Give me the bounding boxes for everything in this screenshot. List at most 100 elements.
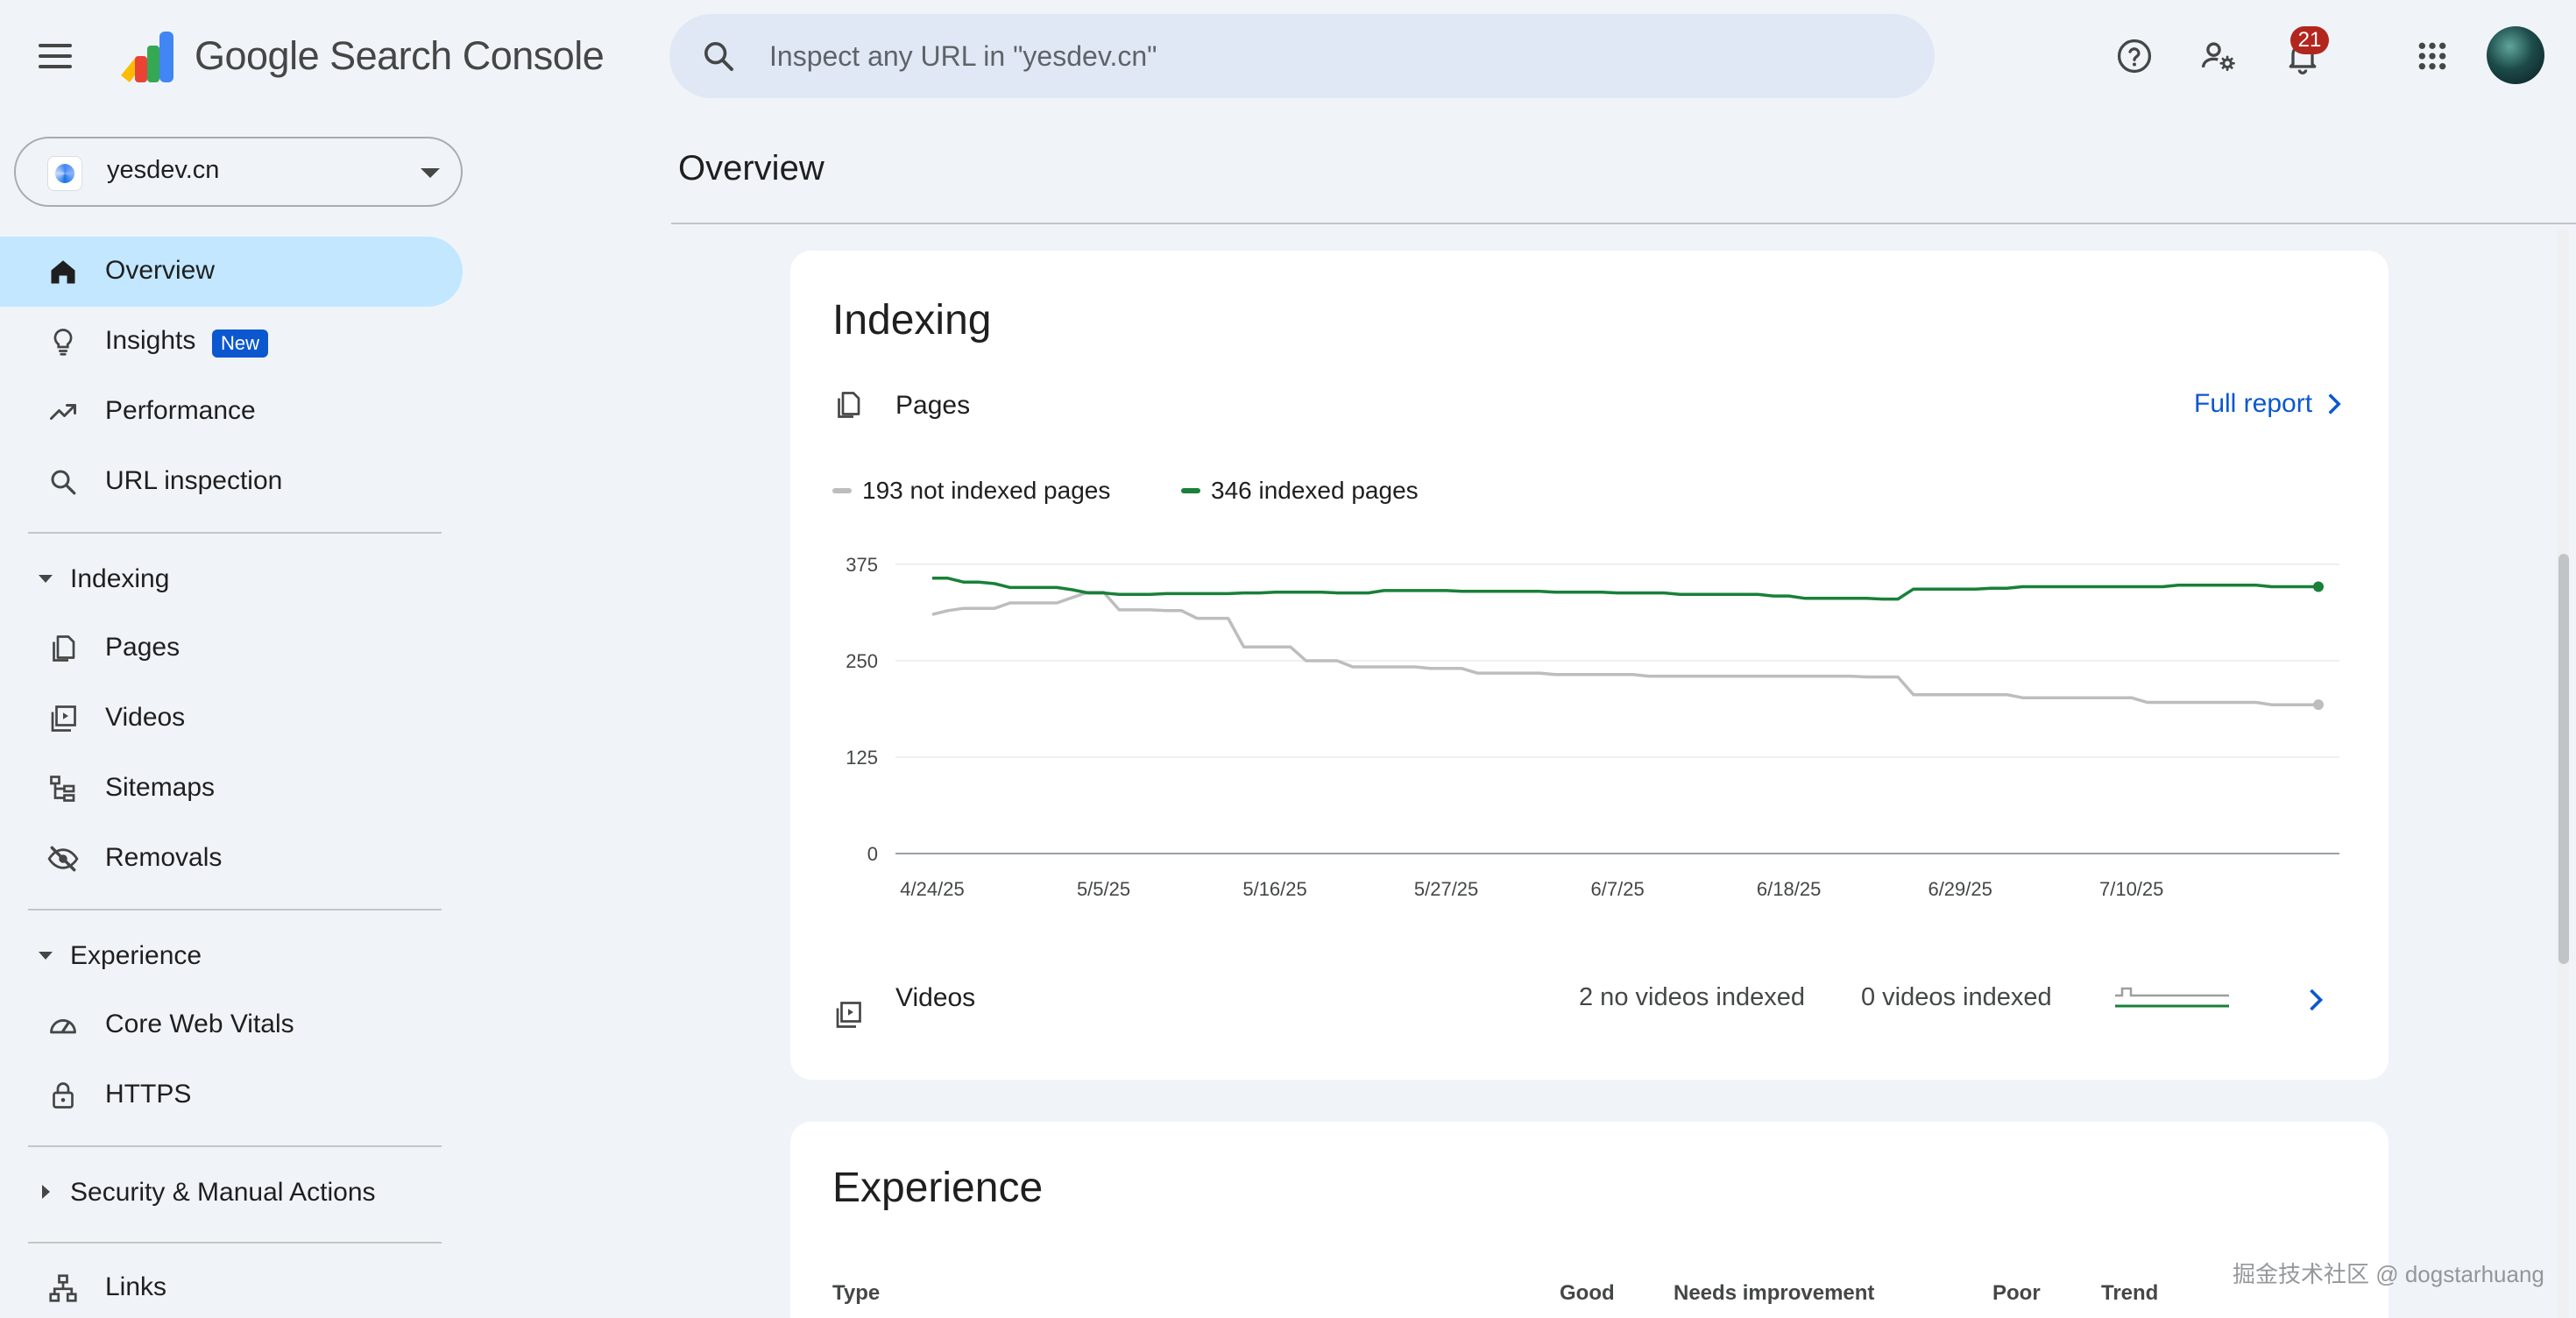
legend-label: 193 not indexed pages bbox=[862, 477, 1111, 504]
video-icon bbox=[46, 701, 81, 736]
property-favicon-icon bbox=[47, 156, 82, 191]
column-header-needs-improvement: Needs improvement bbox=[1674, 1281, 1875, 1305]
column-header-good: Good bbox=[1560, 1281, 1615, 1305]
top-app-bar: Google Search Console 21 bbox=[0, 0, 2576, 112]
legend-swatch bbox=[832, 488, 852, 493]
sidebar-item-label: Core Web Vitals bbox=[105, 1010, 294, 1038]
sidebar-section-indexing[interactable]: Indexing bbox=[0, 549, 463, 610]
url-inspect-input[interactable] bbox=[769, 32, 1908, 81]
sidebar-item-label: Videos bbox=[105, 703, 186, 732]
sidebar-item-links[interactable]: Links bbox=[0, 1253, 463, 1318]
pages-row-label: Pages bbox=[895, 391, 971, 420]
x-tick-label: 5/16/25 bbox=[1242, 878, 1306, 900]
sidebar-item-overview[interactable]: Overview bbox=[0, 237, 463, 307]
notification-count-badge: 21 bbox=[2290, 26, 2329, 54]
sidebar-item-label: HTTPS bbox=[105, 1080, 192, 1109]
apps-grid-icon[interactable] bbox=[2408, 32, 2457, 81]
y-tick-label: 0 bbox=[867, 843, 878, 865]
section-label: Security & Manual Actions bbox=[70, 1178, 376, 1207]
sidebar-divider bbox=[28, 909, 442, 911]
links-icon bbox=[46, 1271, 81, 1306]
legend-indexed[interactable]: 346 indexed pages bbox=[1181, 477, 1419, 505]
pages-icon bbox=[831, 387, 866, 422]
property-name: yesdev.cn bbox=[107, 156, 220, 184]
x-tick-label: 6/7/25 bbox=[1591, 878, 1645, 900]
videos-chevron-right-icon[interactable] bbox=[2306, 987, 2325, 1013]
y-tick-label: 250 bbox=[846, 650, 878, 672]
x-tick-label: 6/29/25 bbox=[1928, 878, 1992, 900]
pages-line-chart[interactable]: 0 125 250 375 4/24/25 5/5/25 5/16/25 5/27/25 6/7… bbox=[790, 251, 2388, 917]
experience-card: Experience bbox=[790, 1122, 2388, 1318]
column-header-trend: Trend bbox=[2101, 1281, 2159, 1305]
y-tick-label: 125 bbox=[846, 747, 878, 769]
x-tick-label: 6/18/25 bbox=[1757, 878, 1821, 900]
main-menu-button[interactable] bbox=[39, 35, 88, 77]
eye-off-icon bbox=[46, 841, 81, 876]
page-scrollbar-thumb[interactable] bbox=[2558, 554, 2569, 964]
sidebar-item-core-web-vitals[interactable]: Core Web Vitals bbox=[0, 990, 463, 1060]
x-tick-label: 5/27/25 bbox=[1414, 878, 1478, 900]
property-selector[interactable]: yesdev.cn bbox=[14, 137, 463, 207]
column-header-poor: Poor bbox=[1992, 1281, 2041, 1305]
column-header-type: Type bbox=[832, 1281, 881, 1305]
section-label: Indexing bbox=[70, 564, 170, 593]
sidebar-section-security[interactable]: Security & Manual Actions bbox=[0, 1162, 463, 1223]
user-settings-icon[interactable] bbox=[2194, 32, 2243, 81]
sidebar-item-label: Performance bbox=[105, 396, 256, 425]
caret-down-icon bbox=[39, 575, 53, 583]
y-tick-label: 375 bbox=[846, 554, 878, 576]
legend-not-indexed[interactable]: 193 not indexed pages bbox=[832, 477, 1110, 505]
sidebar-item-performance[interactable]: Performance bbox=[0, 377, 463, 447]
legend-swatch bbox=[1181, 488, 1200, 493]
section-label: Experience bbox=[70, 941, 202, 970]
sidebar-divider bbox=[28, 532, 442, 534]
sidebar-item-insights[interactable]: Insights New bbox=[0, 307, 463, 377]
sidebar-item-https[interactable]: HTTPS bbox=[0, 1060, 463, 1130]
chevron-right-icon bbox=[2328, 393, 2341, 415]
videos-not-indexed-stat: 2 no videos indexed bbox=[1579, 983, 1805, 1011]
account-avatar[interactable] bbox=[2487, 26, 2544, 84]
search-console-logo-icon bbox=[121, 32, 173, 82]
sidebar-item-sitemaps[interactable]: Sitemaps bbox=[0, 754, 463, 824]
video-icon bbox=[831, 997, 866, 1032]
hamburger-line bbox=[39, 54, 72, 58]
trending-up-icon bbox=[46, 394, 81, 429]
dropdown-caret-icon bbox=[421, 168, 440, 178]
help-icon[interactable] bbox=[2110, 32, 2159, 81]
series-endpoint[interactable] bbox=[2313, 699, 2324, 711]
search-icon bbox=[46, 464, 81, 500]
sidebar-divider bbox=[28, 1145, 442, 1147]
videos-indexed-stat: 0 videos indexed bbox=[1861, 983, 2052, 1011]
series-line[interactable] bbox=[931, 590, 2318, 706]
sidebar-item-label: Overview bbox=[105, 256, 216, 285]
home-icon bbox=[46, 254, 81, 289]
search-icon[interactable] bbox=[701, 39, 736, 74]
lightbulb-icon bbox=[46, 324, 81, 359]
sidebar-item-label: URL inspection bbox=[105, 466, 283, 495]
videos-sparkline bbox=[2115, 987, 2229, 1008]
series-line[interactable] bbox=[932, 577, 2318, 601]
sitemap-icon bbox=[46, 771, 81, 806]
app-title[interactable]: Google Search Console bbox=[195, 33, 605, 78]
hamburger-line bbox=[39, 65, 72, 68]
indexing-card: Indexing Pages Full report 193 not index… bbox=[790, 251, 2388, 1080]
sidebar-item-label: Pages bbox=[105, 633, 180, 662]
sidebar-item-videos[interactable]: Videos bbox=[0, 684, 463, 754]
indexing-card-title: Indexing bbox=[832, 297, 992, 344]
series-endpoint[interactable] bbox=[2313, 581, 2324, 592]
sidebar-section-experience[interactable]: Experience bbox=[0, 925, 463, 987]
sidebar-item-url-inspection[interactable]: URL inspection bbox=[0, 447, 463, 517]
x-tick-label: 7/10/25 bbox=[2099, 878, 2163, 900]
sidebar-item-removals[interactable]: Removals bbox=[0, 824, 463, 894]
lock-icon bbox=[46, 1078, 81, 1113]
legend-label: 346 indexed pages bbox=[1211, 477, 1419, 504]
sidebar-item-label: Links bbox=[105, 1272, 167, 1301]
sidebar-item-label: Insights bbox=[105, 326, 196, 355]
url-inspect-search[interactable] bbox=[669, 14, 1935, 98]
watermark-text: 掘金技术社区 @ dogstarhuang bbox=[2233, 1261, 2544, 1287]
new-badge: New bbox=[212, 330, 269, 358]
caret-down-icon bbox=[39, 952, 53, 960]
full-report-link[interactable]: Full report bbox=[2194, 389, 2344, 419]
sidebar-item-pages[interactable]: Pages bbox=[0, 613, 463, 684]
speedometer-icon bbox=[46, 1008, 81, 1043]
